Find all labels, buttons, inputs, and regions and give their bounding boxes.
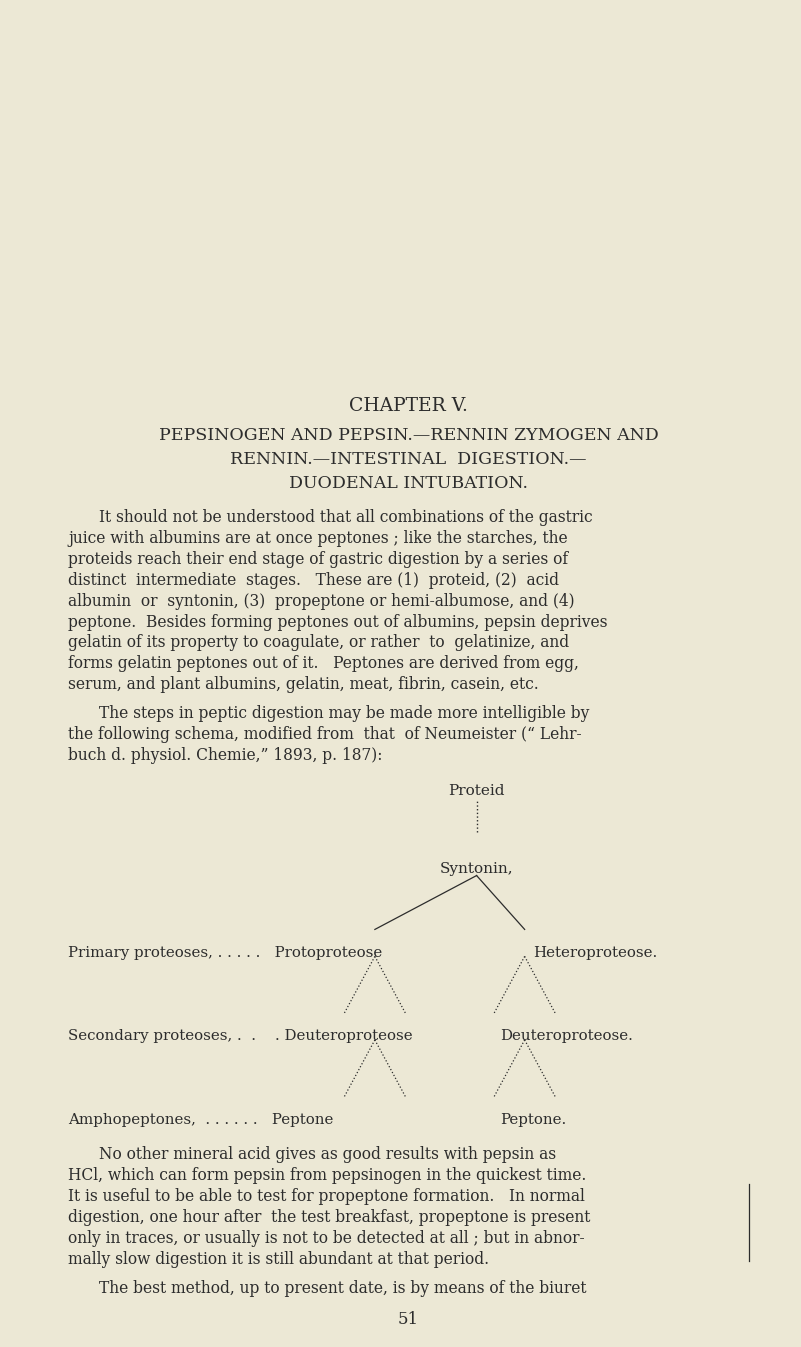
Text: It should not be understood that all combinations of the gastric: It should not be understood that all com… <box>99 509 592 527</box>
Text: Heteroproteose.: Heteroproteose. <box>533 946 657 959</box>
Text: forms gelatin peptones out of it.   Peptones are derived from egg,: forms gelatin peptones out of it. Pepton… <box>68 655 579 672</box>
Text: HCl, which can form pepsin from pepsinogen in the quickest time.: HCl, which can form pepsin from pepsinog… <box>68 1167 586 1184</box>
Text: only in traces, or usually is not to be detected at all ; but in abnor-: only in traces, or usually is not to be … <box>68 1230 585 1247</box>
Text: PEPSINOGEN AND PEPSIN.—RENNIN ZYMOGEN AND: PEPSINOGEN AND PEPSIN.—RENNIN ZYMOGEN AN… <box>159 427 658 445</box>
Text: The best method, up to present date, is by means of the biuret: The best method, up to present date, is … <box>99 1280 586 1297</box>
Text: albumin  or  syntonin, (3)  propeptone or hemi-albumose, and (4): albumin or syntonin, (3) propeptone or h… <box>68 593 574 610</box>
Text: CHAPTER V.: CHAPTER V. <box>349 397 468 415</box>
Text: 51: 51 <box>398 1311 419 1328</box>
Text: Amphopeptones,  . . . . . .   Peptone: Amphopeptones, . . . . . . Peptone <box>68 1113 333 1126</box>
Text: Proteid: Proteid <box>449 784 505 797</box>
Text: RENNIN.—INTESTINAL  DIGESTION.—: RENNIN.—INTESTINAL DIGESTION.— <box>230 451 587 469</box>
Text: gelatin of its property to coagulate, or rather  to  gelatinize, and: gelatin of its property to coagulate, or… <box>68 634 570 652</box>
Text: mally slow digestion it is still abundant at that period.: mally slow digestion it is still abundan… <box>68 1250 489 1268</box>
Text: digestion, one hour after  the test breakfast, propeptone is present: digestion, one hour after the test break… <box>68 1208 590 1226</box>
Text: juice with albumins are at once peptones ; like the starches, the: juice with albumins are at once peptones… <box>68 529 568 547</box>
Text: the following schema, modified from  that  of Neumeister (“ Lehr-: the following schema, modified from that… <box>68 726 582 744</box>
Text: Peptone.: Peptone. <box>501 1113 567 1126</box>
Text: distinct  intermediate  stages.   These are (1)  proteid, (2)  acid: distinct intermediate stages. These are … <box>68 571 559 589</box>
Text: Deuteroproteose.: Deuteroproteose. <box>501 1029 634 1043</box>
Text: DUODENAL INTUBATION.: DUODENAL INTUBATION. <box>289 475 528 493</box>
Text: buch d. physiol. Chemie,” 1893, p. 187):: buch d. physiol. Chemie,” 1893, p. 187): <box>68 746 383 764</box>
Text: Primary proteoses, . . . . .   Protoproteose: Primary proteoses, . . . . . Protoproteo… <box>68 946 382 959</box>
Text: No other mineral acid gives as good results with pepsin as: No other mineral acid gives as good resu… <box>99 1146 556 1164</box>
Text: serum, and plant albumins, gelatin, meat, fibrin, casein, etc.: serum, and plant albumins, gelatin, meat… <box>68 676 539 694</box>
Text: peptone.  Besides forming peptones out of albumins, pepsin deprives: peptone. Besides forming peptones out of… <box>68 613 608 630</box>
Text: proteids reach their end stage of gastric digestion by a series of: proteids reach their end stage of gastri… <box>68 551 568 568</box>
Text: The steps in peptic digestion may be made more intelligible by: The steps in peptic digestion may be mad… <box>99 704 589 722</box>
Text: Syntonin,: Syntonin, <box>440 862 513 876</box>
Text: It is useful to be able to test for propeptone formation.   In normal: It is useful to be able to test for prop… <box>68 1188 585 1206</box>
Text: Secondary proteoses, .  .    . Deuteroproteose: Secondary proteoses, . . . Deuteroproteo… <box>68 1029 413 1043</box>
